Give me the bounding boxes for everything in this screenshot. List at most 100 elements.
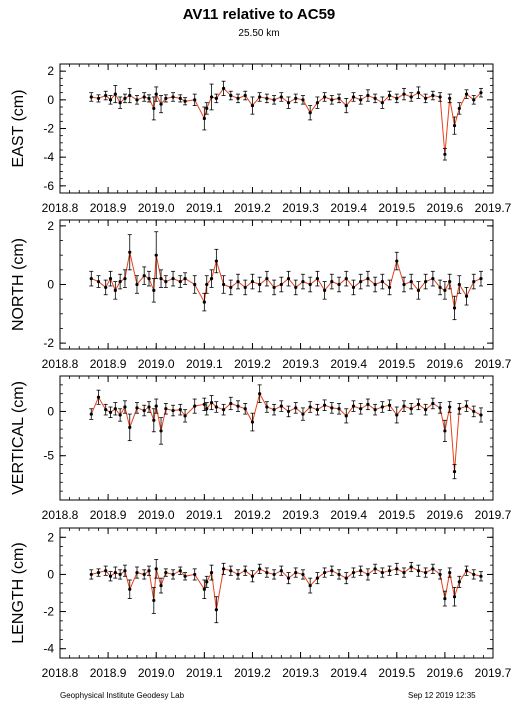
data-point	[337, 282, 341, 287]
data-point	[402, 92, 406, 96]
data-point	[113, 407, 117, 411]
data-point	[380, 101, 384, 105]
data-point	[472, 409, 476, 414]
data-point	[424, 570, 428, 575]
data-point	[457, 106, 461, 111]
data-point	[135, 406, 139, 410]
data-point	[359, 279, 363, 284]
data-point	[96, 395, 101, 399]
footer-timestamp: Sep 12 2019 12:35	[408, 691, 476, 700]
data-point	[301, 412, 305, 416]
data-point	[479, 413, 483, 417]
data-point	[258, 392, 262, 396]
data-point	[373, 567, 377, 571]
data-point	[118, 572, 122, 577]
data-point	[265, 96, 269, 100]
series-line	[90, 392, 482, 472]
x-tick-label: 2019.1	[186, 357, 223, 371]
data-point	[409, 407, 413, 411]
data-point	[118, 279, 122, 284]
data-point	[443, 596, 447, 601]
data-point	[104, 285, 108, 290]
data-point	[258, 95, 262, 99]
data-point	[214, 96, 218, 100]
data-point	[464, 569, 469, 573]
data-point	[209, 400, 214, 405]
data-point	[265, 405, 269, 409]
x-tick-label: 2019.5	[378, 508, 415, 522]
x-tick-label: 2019.3	[282, 666, 319, 680]
x-tick-label: 2019.4	[330, 357, 367, 371]
data-point	[457, 580, 461, 584]
x-tick-label: 2019.0	[138, 357, 175, 371]
data-point	[443, 429, 447, 433]
x-tick-label: 2019.2	[234, 201, 271, 215]
data-point	[193, 404, 197, 408]
data-point	[135, 98, 139, 102]
data-point	[452, 470, 457, 474]
data-point	[301, 98, 305, 102]
data-point	[472, 279, 476, 284]
data-point	[279, 95, 283, 99]
data-point	[202, 116, 206, 121]
data-point	[164, 407, 168, 411]
data-point	[193, 282, 197, 287]
footer-credit: Geophysical Institute Geodesy Lab	[60, 691, 185, 700]
data-point	[452, 595, 457, 599]
data-point	[108, 277, 113, 281]
data-point	[351, 285, 356, 290]
data-point	[448, 279, 452, 284]
data-point	[142, 274, 146, 278]
data-point	[337, 96, 341, 100]
data-point	[479, 91, 483, 95]
data-point	[128, 587, 132, 591]
data-point	[147, 405, 151, 409]
data-point	[286, 277, 291, 281]
data-point	[308, 583, 312, 588]
data-point	[416, 91, 421, 95]
data-point	[171, 572, 175, 577]
data-point	[452, 124, 457, 128]
data-point	[89, 572, 93, 577]
data-point	[123, 96, 127, 100]
x-tick-label: 2018.8	[42, 508, 79, 522]
data-point	[359, 569, 363, 573]
data-point	[154, 404, 158, 408]
data-point	[214, 405, 218, 409]
data-point	[243, 93, 247, 98]
y-tick-label: 2	[47, 64, 54, 78]
data-point	[183, 574, 187, 578]
plot-frame	[59, 63, 494, 194]
data-point	[178, 279, 182, 284]
data-point	[443, 288, 447, 292]
data-point	[258, 567, 262, 571]
data-point	[286, 409, 291, 414]
data-point	[243, 407, 247, 411]
data-point	[128, 425, 132, 429]
x-tick-label: 2018.9	[90, 666, 127, 680]
data-point	[229, 401, 233, 406]
data-point	[387, 93, 392, 98]
data-point	[171, 277, 175, 281]
x-tick-label: 2019.3	[282, 508, 319, 522]
data-point	[387, 285, 392, 290]
data-point	[323, 288, 327, 292]
data-point	[330, 98, 334, 102]
data-point	[128, 250, 132, 254]
data-point	[229, 569, 233, 573]
data-point	[323, 95, 327, 99]
x-tick-label: 2019.1	[186, 201, 223, 215]
data-point	[294, 96, 298, 100]
data-point	[457, 407, 461, 411]
data-point	[359, 407, 363, 411]
x-tick-label: 2019.0	[138, 666, 175, 680]
data-point	[236, 96, 240, 100]
x-tick-label: 2019.1	[186, 666, 223, 680]
data-point	[301, 572, 305, 577]
data-point	[96, 279, 101, 284]
panel-2: 2018.8 2018.9 2019.0 2019.1 2019.2 2019.3 2019…	[10, 219, 512, 371]
y-tick-label: -4	[43, 150, 54, 164]
data-point	[366, 93, 370, 98]
data-point	[123, 405, 127, 409]
x-tick-label: 2019.1	[186, 508, 223, 522]
